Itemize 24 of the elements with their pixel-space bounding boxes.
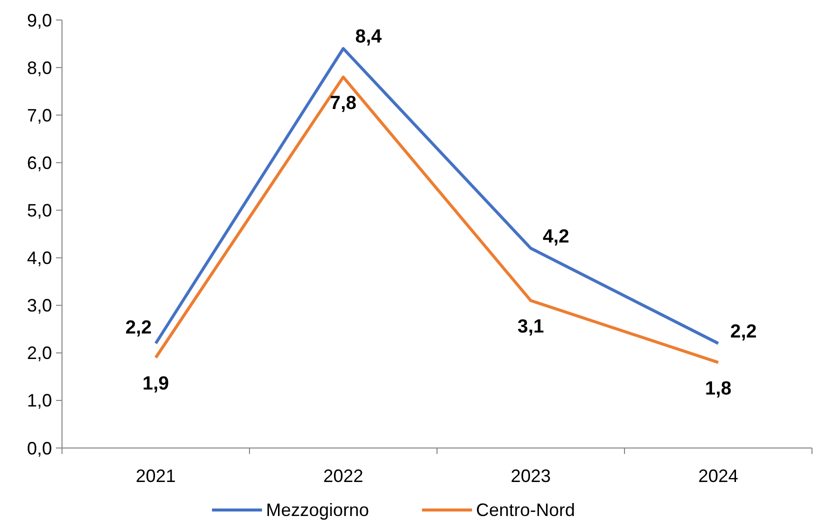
y-tick-label: 6,0 — [26, 152, 52, 173]
y-tick-label: 1,0 — [26, 390, 52, 411]
data-label: 3,1 — [518, 316, 544, 338]
y-tick-label: 2,0 — [26, 343, 52, 364]
data-label: 8,4 — [355, 26, 382, 48]
data-label: 2,2 — [730, 321, 757, 342]
data-label: 2,2 — [125, 317, 152, 338]
legend-label: Centro-Nord — [476, 500, 576, 520]
y-tick-label: 9,0 — [26, 10, 52, 30]
y-tick-label: 7,0 — [26, 105, 52, 126]
y-tick-label: 4,0 — [26, 248, 52, 268]
x-tick-label: 2022 — [323, 466, 364, 486]
y-tick-label: 0,0 — [26, 438, 52, 458]
legend-label: Mezzogiorno — [266, 500, 370, 520]
data-label: 1,9 — [142, 374, 169, 395]
y-tick-label: 5,0 — [26, 200, 52, 221]
x-tick-label: 2021 — [136, 466, 176, 486]
data-label: 7,8 — [330, 93, 356, 114]
y-tick-label: 3,0 — [26, 296, 52, 316]
x-tick-label: 2024 — [698, 466, 738, 486]
x-tick-label: 2023 — [510, 466, 551, 486]
y-tick-label: 8,0 — [26, 58, 52, 78]
data-label: 1,8 — [705, 378, 732, 400]
data-label: 4,2 — [542, 226, 570, 248]
